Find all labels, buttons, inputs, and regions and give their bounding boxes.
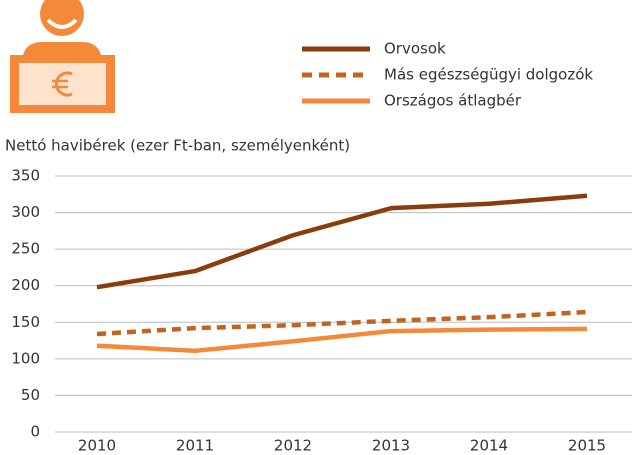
y-axis-label: Nettó havibérek (ezer Ft-ban, személyenk… bbox=[5, 137, 350, 155]
y-tick-label: 250 bbox=[11, 240, 40, 258]
x-tick-label: 2015 bbox=[568, 437, 606, 455]
x-tick-label: 2011 bbox=[176, 437, 214, 455]
y-tick-label: 350 bbox=[11, 167, 40, 185]
y-tick-label: 0 bbox=[30, 423, 40, 441]
y-tick-label: 100 bbox=[11, 349, 40, 367]
x-tick-label: 2013 bbox=[372, 437, 410, 455]
series-line bbox=[96, 193, 588, 290]
series-line bbox=[96, 326, 588, 354]
x-tick-label: 2010 bbox=[78, 437, 116, 455]
icon bbox=[10, 0, 115, 113]
y-tick-label: 200 bbox=[11, 276, 40, 294]
y-tick-label: 50 bbox=[21, 386, 40, 404]
legend-label: Más egészségügyi dolgozók bbox=[384, 66, 593, 84]
legend-label: Orvosok bbox=[384, 40, 446, 58]
series-line bbox=[96, 309, 588, 337]
x-tick-label: 2012 bbox=[274, 437, 312, 455]
y-tick-label: 150 bbox=[11, 313, 40, 331]
y-tick-label: 300 bbox=[11, 203, 40, 221]
legend-label: Országos átlagbér bbox=[384, 92, 522, 110]
x-tick-label: 2014 bbox=[470, 437, 508, 455]
